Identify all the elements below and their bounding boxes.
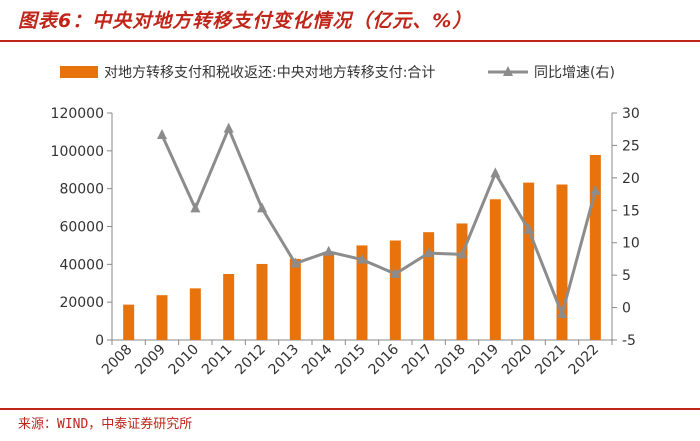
right-tick-label: 5: [622, 268, 631, 284]
combo-chart: 对地方转移支付和税收返还:中央对地方转移支付:合计 同比增速(右) 0 20000 4…: [51, 65, 640, 378]
left-tick-label: 60000: [59, 220, 104, 236]
right-tick-label: 10: [622, 236, 640, 252]
bar: [589, 154, 601, 340]
line-point-marker: [423, 247, 434, 258]
bar: [289, 258, 301, 340]
bar: [223, 273, 235, 340]
left-tick-label: 100000: [51, 144, 104, 160]
left-tick-label: 120000: [51, 106, 104, 122]
legend-bar-label: 对地方转移支付和税收返还:中央对地方转移支付:合计: [104, 65, 435, 81]
line-point-marker: [223, 122, 234, 133]
bar: [523, 182, 535, 340]
bar-series: [123, 154, 601, 340]
legend-line-marker: [503, 66, 513, 76]
bar: [256, 263, 268, 340]
x-tick-label: 2014: [299, 341, 336, 378]
line-point-marker: [157, 129, 167, 140]
line-point-marker: [290, 257, 301, 268]
line-point-marker: [323, 245, 334, 256]
bar: [123, 304, 135, 340]
bar: [489, 199, 501, 340]
x-tick-label: 2021: [532, 342, 569, 379]
x-tick-label: 2019: [466, 342, 503, 379]
left-tick-label: 80000: [59, 182, 104, 198]
line-point-marker: [390, 267, 401, 278]
right-tick-label: -5: [622, 333, 636, 349]
bar: [323, 251, 335, 340]
source-note: 来源：WIND，中泰证券研究所: [18, 417, 193, 432]
right-tick-label: 25: [622, 138, 640, 154]
x-tick-label: 2012: [232, 342, 269, 379]
growth-line: [160, 127, 597, 316]
x-tick-label: 2008: [99, 342, 136, 379]
right-tick-label: 15: [622, 203, 640, 219]
x-tick-label: 2009: [132, 342, 169, 379]
bar: [356, 245, 368, 340]
x-tick-label: 2010: [166, 342, 203, 379]
line-point-marker: [457, 248, 467, 259]
source-divider: [0, 408, 700, 410]
title-divider: [0, 40, 700, 42]
line-point-marker: [523, 223, 534, 234]
left-tick-label: 0: [95, 333, 104, 349]
x-tick-label: 2016: [366, 341, 403, 378]
bar: [556, 184, 568, 340]
x-tick-label: 2011: [199, 342, 236, 379]
bar: [156, 295, 168, 340]
line-point-marker: [490, 167, 501, 178]
line-series: [157, 122, 601, 319]
x-tick-label: 2022: [566, 342, 603, 379]
x-tick-label: 2018: [432, 342, 469, 379]
x-tick-label: 2020: [499, 342, 536, 379]
bar: [423, 232, 435, 340]
left-tick-label: 20000: [59, 295, 104, 311]
left-tick-label: 40000: [59, 257, 104, 273]
chart-title: 图表6：中央对地方转移支付变化情况（亿元、%）: [18, 10, 473, 32]
bar: [456, 223, 468, 340]
line-point-marker: [590, 184, 601, 195]
line-point-marker: [257, 202, 267, 213]
line-point-marker: [190, 202, 201, 213]
bar: [389, 240, 401, 340]
line-point-marker: [557, 308, 567, 319]
bar: [189, 288, 201, 340]
axes: 0 20000 40000 60000 80000 100000 120000 -5 0 5 10 1…: [51, 106, 640, 378]
right-tick-label: 20: [622, 171, 640, 187]
legend-bar-swatch: [60, 66, 98, 78]
right-tick-label: 30: [622, 106, 640, 122]
x-tick-label: 2013: [266, 342, 303, 379]
legend-line-label: 同比增速(右): [534, 65, 615, 81]
legend: 对地方转移支付和税收返还:中央对地方转移支付:合计 同比增速(右): [60, 65, 615, 81]
right-tick-label: 0: [622, 301, 631, 317]
x-tick-label: 2017: [399, 342, 436, 379]
line-point-marker: [357, 253, 367, 264]
x-tick-label: 2015: [332, 342, 369, 379]
